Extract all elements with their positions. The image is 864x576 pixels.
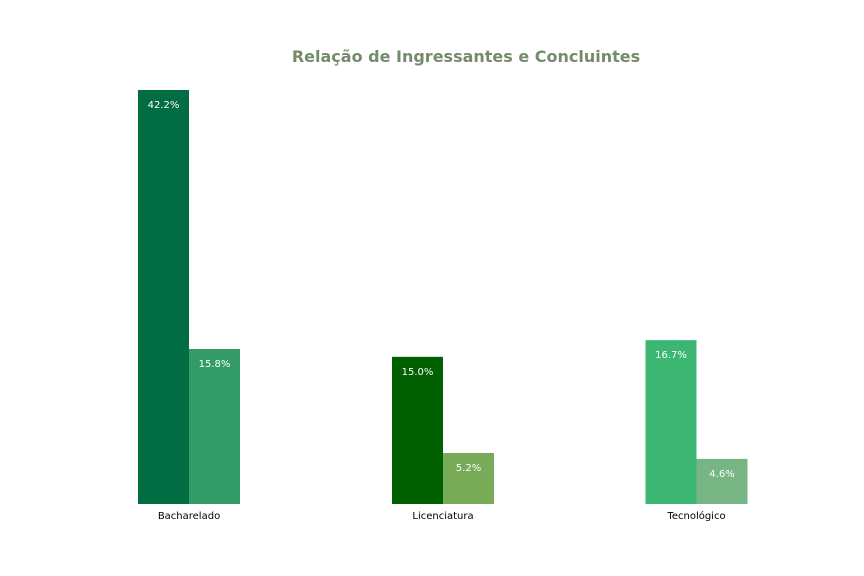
x-tick-labels-group: Bacharelado Licenciatura Tecnológico: [158, 510, 726, 522]
value-labels-group: 42.2% 15.0% 16.7% 15.8% 5.2% 4.6%: [148, 100, 735, 480]
x-tick-label-licenciatura: Licenciatura: [412, 511, 473, 522]
x-tick-label-tecnológico: Tecnológico: [666, 510, 725, 522]
chart-title: Relação de Ingressantes e Concluintes: [292, 47, 640, 66]
bar-licenciatura-s1: [392, 356, 443, 504]
bar-tecnológico-s2: [696, 458, 748, 504]
value-label-bacharelado-s2: 15.8%: [199, 359, 231, 370]
bar-bacharelado-s2: [189, 348, 240, 504]
value-label-bacharelado-s1: 42.2%: [148, 100, 180, 111]
bars-group: [138, 90, 748, 504]
value-label-tecnológico-s1: 16.7%: [655, 350, 687, 361]
value-label-licenciatura-s1: 15.0%: [402, 367, 434, 378]
bar-tecnológico-s1: [645, 340, 697, 504]
value-label-licenciatura-s2: 5.2%: [456, 463, 481, 474]
bar-bacharelado-s1: [138, 90, 189, 504]
x-tick-label-bacharelado: Bacharelado: [158, 511, 220, 522]
value-label-tecnológico-s2: 4.6%: [709, 469, 734, 480]
bar-licenciatura-s2: [443, 452, 494, 504]
